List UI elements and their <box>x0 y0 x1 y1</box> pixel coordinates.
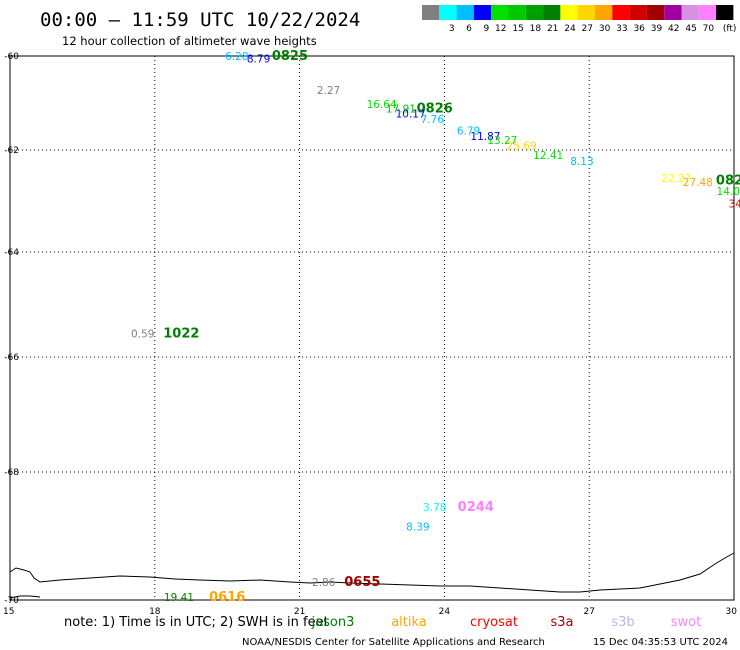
generation-timestamp: 15 Dec 04:35:53 UTC 2024 <box>593 637 728 648</box>
scale-tick-label: 3 <box>449 24 455 34</box>
longitude-tick-label: 24 <box>439 607 451 617</box>
map-title: 00:00 – 11:59 UTC 10/22/2024 <box>40 9 360 31</box>
scale-tick-label: 27 <box>582 24 593 34</box>
color-scale: 3 6 9 12 15 18 21 24 27 30 33 36 39 42 45 70 (ft) <box>422 5 736 34</box>
scale-swatch <box>698 5 717 20</box>
longitude-tick-label: 15 <box>3 607 14 617</box>
longitude-tick-labels: 15 18 21 24 27 30 <box>3 607 737 617</box>
wave-height-value: 13.27 <box>487 135 517 147</box>
pass-time-label: 0616 <box>209 590 245 605</box>
scale-tick-label: 70 <box>703 24 715 34</box>
satellite-legend-item: s3a <box>550 615 573 630</box>
wave-height-value: 11.87 <box>470 131 500 143</box>
wave-height-value: 7.76 <box>421 114 445 126</box>
satellite-legend-item: jason3 <box>311 615 355 630</box>
longitude-tick-label: 21 <box>294 607 305 617</box>
wave-height-value: 0.59 <box>131 328 154 340</box>
scale-swatch <box>646 5 665 20</box>
wave-height-value: 22.27 <box>661 173 691 185</box>
wave-height-value: 6.79 <box>457 126 480 138</box>
scale-swatch <box>473 5 492 20</box>
satellite-legend-item: cryosat <box>470 615 518 630</box>
latitude-tick-label: -68 <box>4 468 19 478</box>
coastline <box>9 552 735 593</box>
wave-height-value: 10.17 <box>396 108 426 120</box>
pass-time-label: 1022 <box>163 326 199 341</box>
scale-tick-label: 24 <box>564 24 576 34</box>
scale-swatch <box>664 5 682 20</box>
scale-swatch <box>491 5 509 20</box>
wave-height-value: 27.48 <box>683 177 713 189</box>
scale-tick-label: 42 <box>668 24 679 34</box>
scale-swatch <box>716 5 734 20</box>
scale-swatch <box>508 5 526 20</box>
scale-swatch <box>439 5 457 20</box>
scale-tick-label: 45 <box>685 24 696 34</box>
wave-height-value: 16.64 <box>367 99 397 111</box>
scale-tick-label: 6 <box>466 24 472 34</box>
scale-tick-label: 9 <box>483 24 489 34</box>
pass-time-label: 0244 <box>458 500 494 515</box>
wave-height-value: 6.28 <box>225 51 248 63</box>
scale-swatch <box>629 5 647 20</box>
credit-text: NOAA/NESDIS Center for Satellite Applica… <box>242 637 545 648</box>
scale-tick-label: 15 <box>512 24 523 34</box>
satellite-legend-item: swot <box>671 615 701 630</box>
wave-height-value: 19.41 <box>164 592 194 604</box>
scale-tick-label: 36 <box>633 24 645 34</box>
scale-swatch <box>422 5 440 20</box>
longitude-tick-label: 18 <box>149 607 161 617</box>
latitude-tick-label: -64 <box>4 248 19 258</box>
plot-frame <box>9 55 735 601</box>
wave-height-value: 34.03 <box>729 199 740 211</box>
wave-height-value: 8.79 <box>247 53 270 65</box>
map-subtitle: 12 hour collection of altimeter wave hei… <box>62 34 317 48</box>
scale-swatch <box>681 5 699 20</box>
wave-height-value: 25.69 <box>507 140 537 152</box>
scale-tick-label: 12 <box>495 24 506 34</box>
wave-height-value: 8.13 <box>570 156 593 168</box>
scale-swatch <box>560 5 578 20</box>
wave-height-value: 2.86 <box>312 577 336 589</box>
wave-height-value: 8.39 <box>406 521 429 533</box>
scale-swatch <box>577 5 595 20</box>
note-text: note: 1) Time is in UTC; 2) SWH is in fe… <box>64 615 329 630</box>
scale-swatch <box>612 5 630 20</box>
wave-height-value: 3.78 <box>423 502 446 514</box>
scale-swatch <box>525 5 544 20</box>
scale-tick-label: 30 <box>599 24 611 34</box>
latitude-tick-label: -62 <box>4 146 19 156</box>
pass-time-label: 0827 <box>716 174 740 189</box>
scale-tick-label: 33 <box>616 24 627 34</box>
scale-unit-label: (ft) <box>723 24 737 34</box>
wave-height-value: 14.04 <box>717 186 740 198</box>
lat-lon-grid <box>10 56 734 600</box>
scale-swatch <box>543 5 561 20</box>
scale-tick-label: 39 <box>651 24 663 34</box>
wave-height-value: 2.27 <box>317 85 340 97</box>
latitude-tick-label: -70 <box>4 596 19 606</box>
satellite-legend-item: s3b <box>611 615 634 630</box>
coastline-segment <box>9 595 41 599</box>
scale-tick-label: 18 <box>530 24 542 34</box>
scale-swatch <box>456 5 474 20</box>
scale-tick-label: 21 <box>547 24 558 34</box>
satellite-legend: jason3 altika cryosat s3a s3b swot <box>311 615 702 630</box>
longitude-tick-label: 30 <box>726 607 738 617</box>
pass-time-label: 0826 <box>417 102 453 117</box>
pass-time-label: 0825 <box>272 49 308 64</box>
longitude-tick-label: 27 <box>583 607 594 617</box>
latitude-tick-label: -60 <box>4 52 19 62</box>
wave-height-value: 12.41 <box>533 150 563 162</box>
latitude-tick-labels: -60 -62 -64 -66 -68 -70 <box>4 52 19 606</box>
satellite-legend-item: altika <box>391 615 427 630</box>
scale-swatch <box>595 5 613 20</box>
wave-height-value: 17.91 <box>386 104 416 116</box>
pass-time-label: 0655 <box>344 575 380 590</box>
latitude-tick-label: -66 <box>4 353 19 363</box>
